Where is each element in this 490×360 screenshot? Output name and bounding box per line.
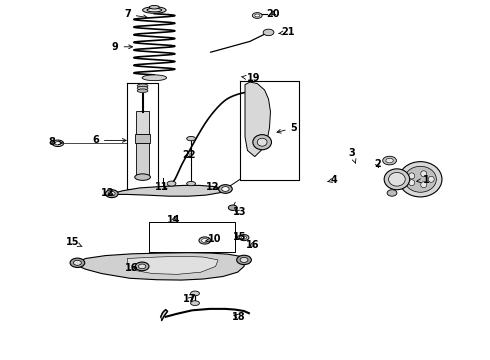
Text: 1: 1 xyxy=(416,175,430,185)
Text: 18: 18 xyxy=(232,312,246,322)
Circle shape xyxy=(409,173,415,179)
Ellipse shape xyxy=(240,257,248,262)
Text: 7: 7 xyxy=(124,9,147,19)
Ellipse shape xyxy=(187,181,196,186)
Ellipse shape xyxy=(199,237,211,244)
Circle shape xyxy=(421,182,427,188)
Ellipse shape xyxy=(135,262,149,271)
Ellipse shape xyxy=(137,89,148,93)
Ellipse shape xyxy=(142,75,167,81)
Polygon shape xyxy=(245,82,270,157)
Ellipse shape xyxy=(219,185,232,193)
Polygon shape xyxy=(127,256,218,274)
Text: 12: 12 xyxy=(101,188,115,198)
Ellipse shape xyxy=(70,258,85,267)
Ellipse shape xyxy=(52,140,64,147)
Ellipse shape xyxy=(263,29,274,36)
Polygon shape xyxy=(112,185,224,196)
Text: 21: 21 xyxy=(279,27,295,37)
Text: 5: 5 xyxy=(277,123,297,133)
Bar xyxy=(135,134,150,143)
Ellipse shape xyxy=(202,238,208,243)
Ellipse shape xyxy=(239,235,249,241)
Ellipse shape xyxy=(257,138,267,146)
Polygon shape xyxy=(76,253,245,280)
Text: 20: 20 xyxy=(267,9,280,19)
Ellipse shape xyxy=(143,7,166,13)
Text: 6: 6 xyxy=(92,135,126,145)
Text: 3: 3 xyxy=(348,148,356,163)
Text: 11: 11 xyxy=(155,182,169,192)
Ellipse shape xyxy=(255,14,260,17)
Text: 9: 9 xyxy=(112,42,132,52)
Circle shape xyxy=(409,180,415,186)
Text: 14: 14 xyxy=(167,215,181,225)
Bar xyxy=(136,143,149,176)
Ellipse shape xyxy=(383,156,396,165)
Circle shape xyxy=(421,171,427,177)
Ellipse shape xyxy=(405,166,437,192)
Ellipse shape xyxy=(222,186,229,192)
Ellipse shape xyxy=(137,84,148,87)
Ellipse shape xyxy=(253,135,271,150)
Text: 17: 17 xyxy=(183,294,197,304)
Text: 16: 16 xyxy=(245,240,259,250)
Text: 8: 8 xyxy=(48,137,62,147)
Ellipse shape xyxy=(105,190,118,198)
Ellipse shape xyxy=(191,301,199,305)
Text: 10: 10 xyxy=(205,234,221,244)
Ellipse shape xyxy=(242,236,246,239)
Ellipse shape xyxy=(149,5,159,9)
Ellipse shape xyxy=(135,174,150,180)
Text: 16: 16 xyxy=(124,263,138,273)
Ellipse shape xyxy=(167,181,176,186)
Ellipse shape xyxy=(386,158,393,163)
Ellipse shape xyxy=(384,169,410,190)
Circle shape xyxy=(428,176,434,182)
Text: 15: 15 xyxy=(233,232,247,242)
Ellipse shape xyxy=(191,291,199,296)
Text: 22: 22 xyxy=(182,150,196,160)
Bar xyxy=(136,111,149,134)
Ellipse shape xyxy=(237,255,251,265)
Ellipse shape xyxy=(108,192,115,196)
Text: 2: 2 xyxy=(374,159,381,169)
Ellipse shape xyxy=(147,8,162,12)
Polygon shape xyxy=(161,310,168,320)
Ellipse shape xyxy=(252,13,262,18)
Text: 19: 19 xyxy=(242,73,261,84)
Ellipse shape xyxy=(399,162,442,197)
Ellipse shape xyxy=(228,205,237,210)
Text: 12: 12 xyxy=(206,182,220,192)
Ellipse shape xyxy=(387,190,397,196)
Ellipse shape xyxy=(137,86,148,90)
Ellipse shape xyxy=(55,141,61,145)
Text: 13: 13 xyxy=(233,207,247,217)
Text: 4: 4 xyxy=(328,175,338,185)
Ellipse shape xyxy=(187,136,196,141)
Text: 15: 15 xyxy=(66,237,82,247)
Ellipse shape xyxy=(138,264,146,269)
Ellipse shape xyxy=(74,260,81,265)
Ellipse shape xyxy=(389,172,405,186)
